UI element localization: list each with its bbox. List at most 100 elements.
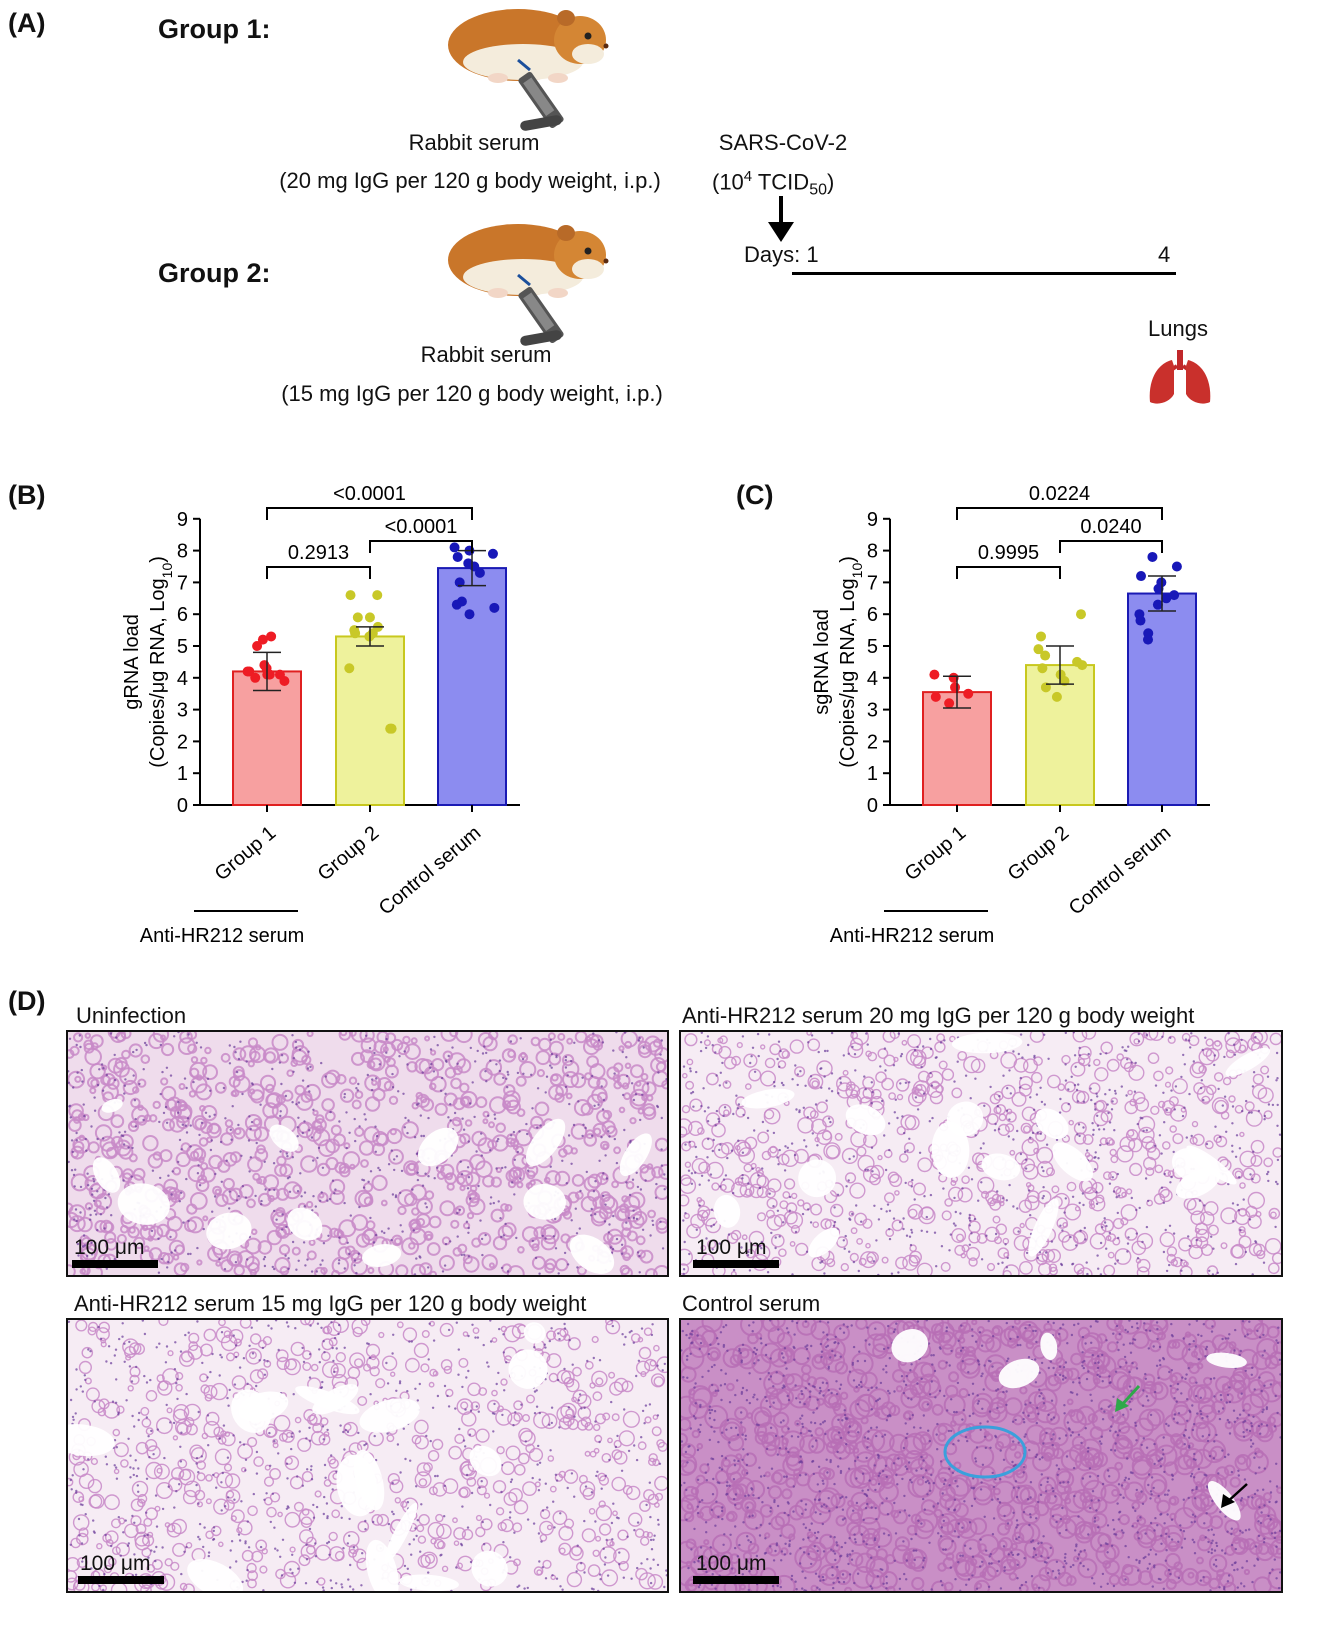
data-point [257, 634, 268, 645]
chart-b: 0 1 2 3 4 5 6 7 8 9 gRNA load (Copies/μg RNA, Log10… [121, 483, 520, 947]
data-point [944, 698, 955, 709]
bar-1 [922, 691, 992, 806]
chart-c: 0 1 2 3 4 5 6 7 8 9 sgRNA load (Copies/μg RNA, Log1… [811, 483, 1210, 947]
histo-title-15mg: Anti-HR212 serum 15 mg IgG per 120 g bod… [74, 1291, 587, 1316]
error-bar [253, 651, 281, 692]
data-point [1136, 571, 1147, 582]
data-point [963, 688, 974, 699]
virus-dose-mid: TCID [752, 169, 810, 195]
tissue-texture [68, 1032, 667, 1275]
virus-dose-post: ) [826, 169, 835, 195]
syringe-icon [517, 273, 564, 346]
p-value-label: <0.0001 [333, 483, 406, 505]
data-point [344, 663, 355, 674]
histo-title-control: Control serum [682, 1291, 821, 1316]
green-arrow-icon [1115, 1384, 1141, 1412]
scale-label: 100 μm [80, 1552, 151, 1575]
data-point [948, 672, 959, 683]
scale-bar [693, 1260, 779, 1268]
hamster-icon [448, 224, 609, 346]
x-tick-label: Control serum [1065, 822, 1175, 920]
data-point [929, 669, 940, 680]
lungs-icon [1149, 350, 1211, 404]
data-point [1077, 660, 1088, 671]
bar-2 [335, 635, 405, 806]
x-tick-label: Group 1 [211, 822, 281, 885]
day-end-label: 4 [1158, 242, 1171, 267]
data-point [1035, 631, 1046, 642]
y-tick-label: 9 [867, 509, 878, 531]
black-arrow-icon [1221, 1483, 1248, 1508]
significance-bracket: 0.2913 [266, 542, 371, 579]
tissue-texture [681, 1032, 1281, 1275]
y-tick-label: 2 [177, 731, 188, 753]
scale-bar [78, 1576, 164, 1584]
panel-a-letter: (A) [8, 8, 46, 38]
group-label: Anti-HR212 serum [140, 925, 305, 947]
y-tick-label: 1 [867, 763, 878, 785]
scale-label: 100 μm [696, 1552, 767, 1575]
data-point [386, 723, 397, 734]
serum2-line1: Rabbit serum [420, 342, 552, 367]
bar-2 [1025, 664, 1095, 806]
y-tick-label: 3 [177, 700, 188, 722]
serum2-line2: (15 mg IgG per 120 g body weight, i.p.) [281, 381, 663, 406]
scale-bar [693, 1576, 779, 1584]
scale-bar [72, 1260, 158, 1268]
data-point [474, 567, 485, 578]
lungs-label: Lungs [1148, 316, 1208, 341]
y-axis-label-line2: (Copies/μg RNA, Log10) [147, 556, 175, 768]
group2-label: Group 2: [158, 258, 271, 288]
down-arrow-icon [768, 196, 794, 242]
data-point [242, 666, 253, 677]
y-axis: 0 1 2 3 4 5 6 7 8 9 [177, 509, 201, 817]
data-point [1040, 650, 1051, 661]
error-bar [356, 626, 384, 647]
serum1-line2: (20 mg IgG per 120 g body weight, i.p.) [279, 168, 661, 193]
error-bar [1148, 575, 1176, 612]
group-label: Anti-HR212 serum [830, 925, 995, 947]
significance-bracket: 0.0224 [956, 483, 1163, 520]
significance-bracket: 0.9995 [956, 542, 1061, 579]
timeline-line [792, 272, 1176, 275]
data-point [950, 682, 961, 693]
y-tick-label: 8 [867, 541, 878, 563]
data-point [1037, 663, 1048, 674]
data-point [1033, 644, 1044, 655]
histology-image-20mg [679, 1030, 1283, 1277]
data-point [452, 551, 463, 562]
y-tick-label: 7 [867, 572, 878, 594]
serum1-line1: Rabbit serum [408, 130, 540, 155]
y-tick-label: 5 [867, 636, 878, 658]
panel-d-letter: (D) [8, 986, 46, 1016]
y-axis: 0 1 2 3 4 5 6 7 8 9 [867, 509, 891, 817]
virus-name: SARS-CoV-2 [718, 130, 848, 155]
histology-image-uninfection [66, 1030, 669, 1277]
p-value-label: 0.2913 [288, 542, 349, 564]
data-point [252, 641, 263, 651]
y-tick-label: 6 [177, 604, 188, 626]
tissue-texture [681, 1320, 1281, 1591]
data-point [1161, 593, 1172, 604]
data-point [464, 609, 475, 620]
data-point [372, 590, 383, 601]
infiltrate-ellipse [943, 1425, 1027, 1479]
x-tick-label: Group 2 [314, 822, 384, 885]
data-point [266, 631, 277, 642]
days-label: Days: 1 [744, 242, 819, 267]
data-point [350, 628, 361, 639]
data-point [345, 590, 356, 601]
data-point [1169, 590, 1180, 601]
data-point [489, 602, 500, 613]
significance-bracket: 0.0240 [1059, 516, 1163, 553]
syringe-icon [517, 58, 564, 131]
hamster-icon [448, 9, 609, 131]
y-tick-label: 5 [177, 636, 188, 658]
scale-label: 100 μm [696, 1236, 767, 1259]
panel-c-letter: (C) [736, 480, 774, 510]
control-annotations [943, 1384, 1248, 1508]
data-point [451, 599, 462, 610]
y-tick-label: 7 [177, 572, 188, 594]
bar-3 [1127, 592, 1197, 806]
x-tick-label: Control serum [375, 822, 485, 920]
